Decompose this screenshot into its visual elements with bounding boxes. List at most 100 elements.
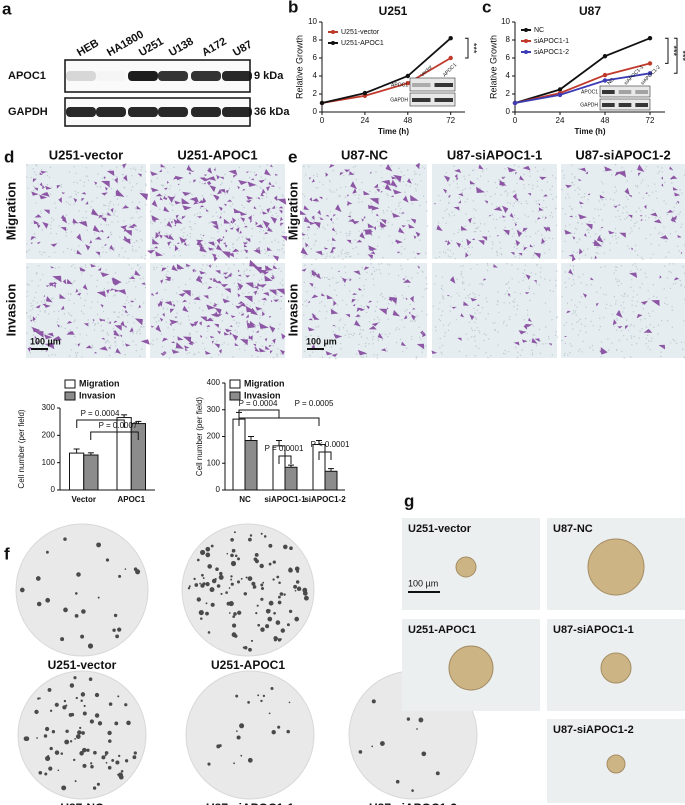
sig-bracket (238, 409, 280, 418)
stained-cells (150, 259, 286, 356)
micrograph (302, 263, 427, 358)
colonies (187, 531, 309, 652)
column-header: U251-vector (49, 147, 123, 162)
p-value: P < 0.0001 (311, 440, 350, 449)
inset-lane: APOC1 (442, 62, 458, 78)
column-header: U251-APOC1 (177, 147, 257, 162)
p-value: P = 0.0005 (295, 399, 334, 408)
inset-blot (409, 77, 456, 92)
panel-letter: f (4, 544, 10, 563)
bar (312, 444, 326, 491)
stained-cells (301, 266, 426, 357)
legend-marker (524, 28, 528, 32)
inset-row: APOC1 (391, 82, 408, 88)
significance: *** (669, 46, 679, 57)
row-label: Invasion (3, 284, 18, 337)
inset-band (635, 103, 648, 107)
y-tick-label: 8 (313, 35, 318, 44)
x-tick-label: 48 (601, 116, 610, 125)
y-axis-label: Relative Growth (294, 35, 304, 99)
row-label: Migration (285, 182, 300, 241)
legend-marker (524, 50, 528, 54)
image-label: U251-APOC1 (408, 624, 476, 636)
blot-band (128, 107, 158, 117)
panel-letter: e (288, 147, 297, 166)
colonies (207, 686, 291, 766)
culture-plate (15, 523, 149, 657)
chart-title: U251 (379, 4, 408, 18)
micrograph (561, 263, 685, 358)
y-tick-label: 4 (506, 71, 511, 80)
sig-bracket (674, 37, 678, 74)
scale-bar-label: 100 µm (30, 336, 61, 346)
blot-band (96, 71, 126, 81)
stained-cells (27, 263, 150, 354)
culture-plate (185, 670, 315, 800)
bar (284, 466, 298, 491)
inset-blot (599, 85, 651, 98)
lane-label: A172 (200, 36, 229, 60)
y-tick-label: 100 (42, 458, 56, 467)
plate-label: U87-siAPOC1-2 (369, 801, 457, 805)
stained-cells (431, 264, 552, 354)
sig-bracket (665, 37, 669, 64)
x-tick-label: NC (239, 495, 251, 504)
row-label: Migration (3, 182, 18, 241)
bar (244, 440, 258, 491)
p-value: P = 0.0007 (99, 421, 138, 430)
point (602, 72, 608, 78)
x-tick-label: 0 (513, 116, 518, 125)
culture-plate (17, 670, 147, 800)
legend-label: Invasion (244, 390, 281, 400)
lane-label: U138 (167, 36, 196, 60)
point (557, 87, 563, 92)
column-header: U87-siAPOC1-2 (575, 147, 670, 162)
inset-lane: Vector (419, 64, 434, 79)
y-tick-label: 0 (506, 107, 511, 116)
panel-letter: g (404, 491, 414, 510)
sphere (587, 538, 645, 596)
blot-band (191, 107, 221, 117)
blot-band (222, 71, 252, 81)
y-tick-label: 200 (207, 432, 221, 441)
lane-label: U87 (231, 39, 254, 59)
inset-band (618, 90, 632, 94)
pores (435, 164, 558, 260)
blot-band (158, 71, 188, 81)
image-label: U87-NC (553, 523, 593, 535)
plate-label: U87-NC (60, 801, 104, 805)
blot-protein: GAPDH (8, 106, 48, 118)
legend-label: NC (534, 27, 544, 34)
y-axis-label: Cell number (per field) (195, 397, 204, 476)
plate-label: U251-vector (48, 658, 117, 672)
blot-band (222, 107, 252, 117)
legend-label: siAPOC1-2 (534, 49, 569, 56)
legend-label: Migration (244, 378, 285, 388)
legend-label: Migration (79, 378, 120, 388)
series-line (514, 72, 651, 104)
blot-band (66, 71, 96, 81)
inset-row: GAPDH (580, 102, 598, 108)
x-tick-label: 24 (556, 116, 565, 125)
sphere (600, 652, 632, 684)
point (448, 55, 453, 61)
culture-plate (181, 523, 315, 657)
sphere (448, 645, 494, 691)
pores (302, 263, 428, 360)
y-tick-label: 0 (216, 485, 221, 494)
inset-band (618, 103, 632, 107)
legend-label: Invasion (79, 390, 116, 400)
legend-marker (331, 41, 335, 45)
image-label: U87-siAPOC1-2 (553, 724, 634, 736)
pores (302, 164, 429, 261)
plate-label: U87-siAPOC1-1 (206, 801, 294, 805)
panel-letter: a (2, 0, 12, 18)
sig-bracket (318, 451, 332, 460)
y-tick-label: 2 (313, 89, 318, 98)
point (557, 92, 563, 98)
p-value: P = 0.0001 (265, 444, 304, 453)
y-tick-label: 100 (207, 458, 221, 467)
sig-bracket (278, 455, 292, 464)
x-tick-label: 72 (446, 116, 455, 125)
